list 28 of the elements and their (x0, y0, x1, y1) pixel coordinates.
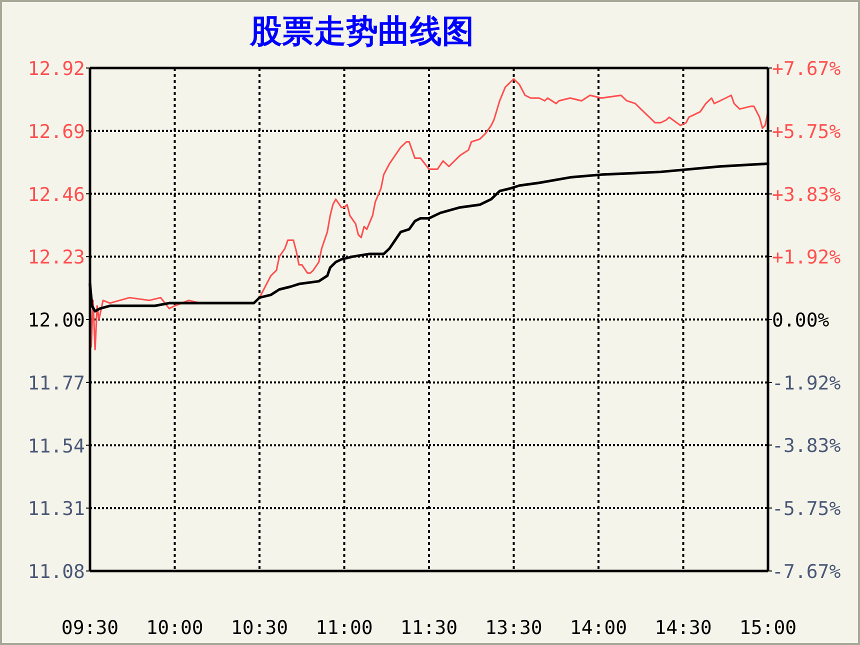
x-tick-label: 13:30 (485, 617, 542, 639)
y-tick-label: 11.08 (28, 561, 85, 583)
y2-tick-label: 0.00% (772, 310, 830, 332)
y2-tick-label: +3.83% (772, 184, 842, 206)
x-tick-label: 14:00 (570, 617, 628, 639)
x-tick-label: 11:30 (400, 617, 458, 639)
y2-tick-label: +5.75% (772, 120, 842, 143)
y-tick-label: 12.69 (28, 120, 85, 143)
x-tick-label: 09:30 (61, 617, 119, 639)
y-tick-label: 11.31 (28, 498, 85, 520)
y-tick-label: 12.46 (28, 184, 85, 206)
y2-tick-label: -7.67% (772, 561, 842, 583)
y2-tick-label: -1.92% (772, 372, 842, 394)
x-tick-label: 14:30 (654, 617, 712, 639)
y2-tick-label: -3.83% (772, 435, 842, 458)
y2-tick-label: -5.75% (772, 498, 842, 520)
y-tick-label: 12.23 (28, 246, 85, 269)
y-tick-label: 11.77 (28, 372, 85, 394)
chart-title: 股票走势曲线图 (249, 12, 474, 50)
y-tick-label: 12.00 (28, 310, 85, 332)
x-tick-label: 15:00 (739, 617, 797, 639)
x-tick-label: 11:00 (316, 617, 373, 639)
x-tick-label: 10:30 (230, 617, 288, 639)
x-tick-label: 10:00 (146, 617, 204, 639)
y2-tick-label: +7.67% (772, 58, 842, 80)
y-tick-label: 12.92 (28, 58, 85, 80)
y-tick-label: 11.54 (28, 435, 85, 458)
y2-tick-label: +1.92% (772, 246, 842, 269)
